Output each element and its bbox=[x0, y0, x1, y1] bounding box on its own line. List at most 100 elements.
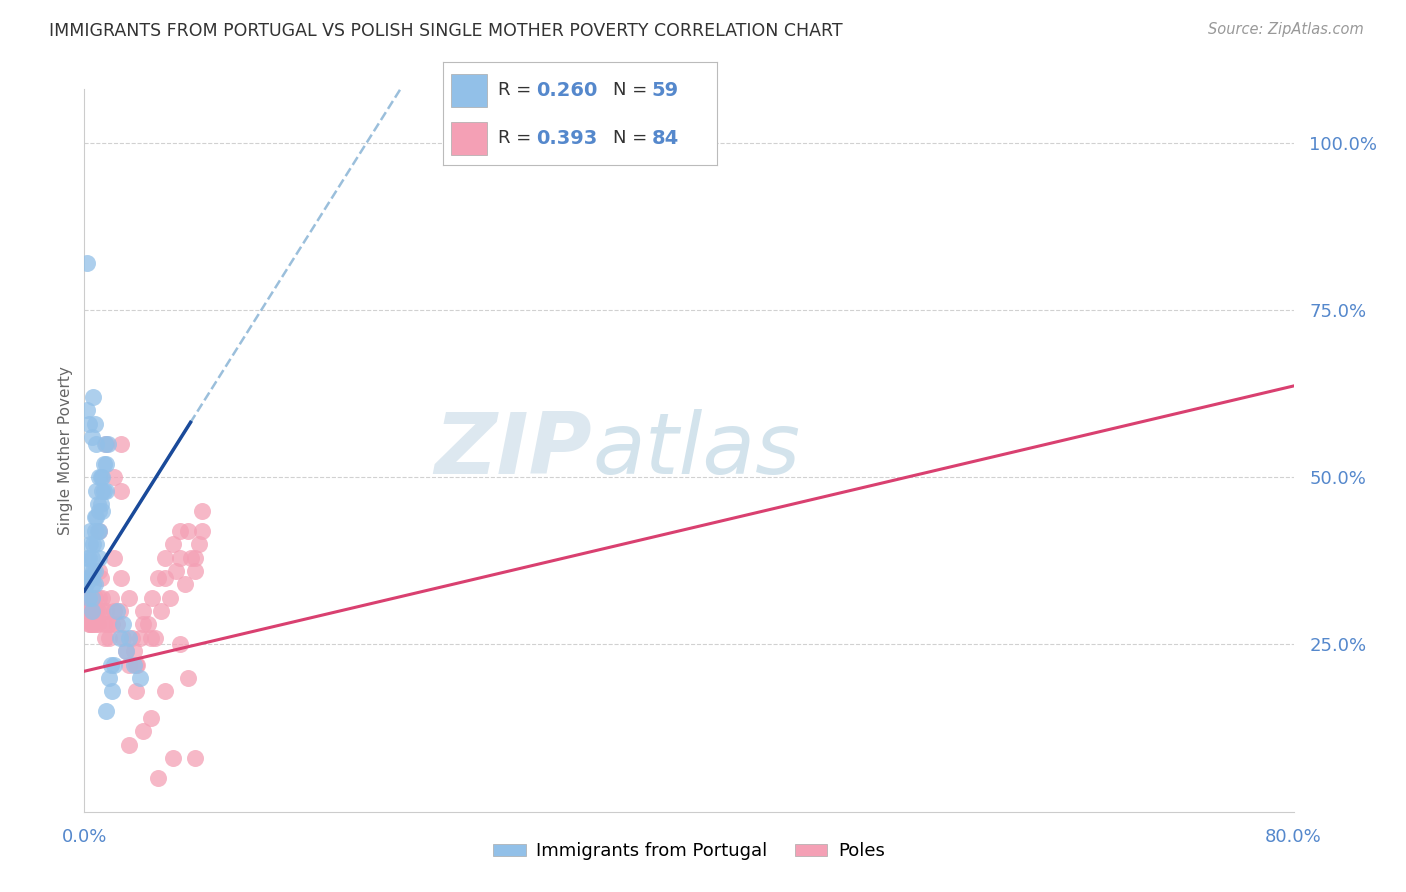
Point bbox=[96, 483, 118, 498]
Point bbox=[84, 537, 107, 551]
Text: atlas: atlas bbox=[592, 409, 800, 492]
Point bbox=[132, 604, 155, 618]
Point bbox=[108, 631, 131, 645]
Point bbox=[91, 591, 114, 605]
Point bbox=[87, 524, 110, 538]
Point bbox=[79, 617, 101, 632]
Point bbox=[82, 564, 104, 578]
Point bbox=[150, 604, 173, 618]
Point bbox=[93, 483, 115, 498]
Point bbox=[188, 537, 211, 551]
Point bbox=[80, 550, 103, 565]
Point bbox=[91, 503, 114, 517]
Point bbox=[139, 631, 162, 645]
Point bbox=[191, 503, 214, 517]
Point bbox=[93, 617, 115, 632]
Point bbox=[117, 591, 139, 605]
Point bbox=[155, 571, 177, 585]
Point bbox=[80, 571, 103, 585]
Point bbox=[84, 604, 107, 618]
Point bbox=[97, 617, 120, 632]
Point bbox=[184, 564, 207, 578]
Point bbox=[146, 571, 169, 585]
Point bbox=[96, 705, 118, 719]
Point bbox=[141, 591, 163, 605]
Point bbox=[87, 503, 110, 517]
Text: 84: 84 bbox=[651, 128, 679, 148]
Point bbox=[83, 524, 105, 538]
Point bbox=[82, 604, 104, 618]
Point bbox=[77, 550, 100, 565]
Point bbox=[117, 631, 139, 645]
Point bbox=[111, 631, 134, 645]
Point bbox=[103, 657, 125, 672]
Point bbox=[110, 571, 132, 585]
Point bbox=[84, 436, 107, 450]
Point bbox=[93, 457, 115, 471]
Point bbox=[76, 604, 98, 618]
Text: 0.393: 0.393 bbox=[536, 128, 598, 148]
Point bbox=[155, 684, 177, 698]
Text: 0.260: 0.260 bbox=[536, 80, 598, 100]
Point bbox=[87, 470, 110, 484]
Point bbox=[105, 617, 128, 632]
Point bbox=[80, 591, 103, 605]
Point bbox=[159, 591, 181, 605]
Point bbox=[101, 684, 124, 698]
Point bbox=[176, 671, 198, 685]
Point bbox=[86, 617, 108, 632]
Point bbox=[80, 604, 103, 618]
Point bbox=[101, 617, 124, 632]
Point bbox=[77, 617, 100, 632]
Point bbox=[83, 510, 105, 524]
Point bbox=[110, 436, 132, 450]
Point bbox=[82, 577, 104, 591]
Point bbox=[83, 577, 105, 591]
Point bbox=[80, 617, 103, 632]
Point bbox=[76, 550, 98, 565]
Point bbox=[184, 751, 207, 765]
Point bbox=[125, 657, 148, 672]
Point bbox=[110, 483, 132, 498]
Point bbox=[165, 564, 187, 578]
Point bbox=[87, 550, 110, 565]
Point bbox=[77, 591, 100, 605]
Point bbox=[132, 617, 155, 632]
Point bbox=[87, 591, 110, 605]
Point bbox=[76, 256, 98, 270]
Point bbox=[84, 510, 107, 524]
Point bbox=[98, 671, 121, 685]
Point bbox=[94, 436, 117, 450]
Y-axis label: Single Mother Poverty: Single Mother Poverty bbox=[58, 366, 73, 535]
Text: R =: R = bbox=[498, 129, 537, 147]
Point bbox=[98, 631, 121, 645]
Point bbox=[90, 571, 112, 585]
Point bbox=[87, 564, 110, 578]
Point bbox=[169, 524, 191, 538]
Text: N =: N = bbox=[613, 129, 652, 147]
Point bbox=[94, 631, 117, 645]
Point bbox=[103, 550, 125, 565]
Point bbox=[108, 604, 131, 618]
Point bbox=[86, 524, 108, 538]
Point bbox=[91, 470, 114, 484]
Point bbox=[79, 537, 101, 551]
Text: N =: N = bbox=[613, 81, 652, 99]
Point bbox=[83, 591, 105, 605]
Point bbox=[80, 591, 103, 605]
Legend: Immigrants from Portugal, Poles: Immigrants from Portugal, Poles bbox=[486, 835, 891, 868]
Point bbox=[79, 604, 101, 618]
Point bbox=[75, 591, 97, 605]
Point bbox=[86, 604, 108, 618]
Point bbox=[75, 577, 97, 591]
Point bbox=[76, 571, 98, 585]
Point bbox=[87, 524, 110, 538]
Point bbox=[76, 571, 98, 585]
Text: ZIP: ZIP bbox=[434, 409, 592, 492]
Point bbox=[121, 631, 143, 645]
Point bbox=[82, 390, 104, 404]
Point bbox=[143, 631, 166, 645]
Point bbox=[77, 591, 100, 605]
Point bbox=[184, 550, 207, 565]
Text: Source: ZipAtlas.com: Source: ZipAtlas.com bbox=[1208, 22, 1364, 37]
